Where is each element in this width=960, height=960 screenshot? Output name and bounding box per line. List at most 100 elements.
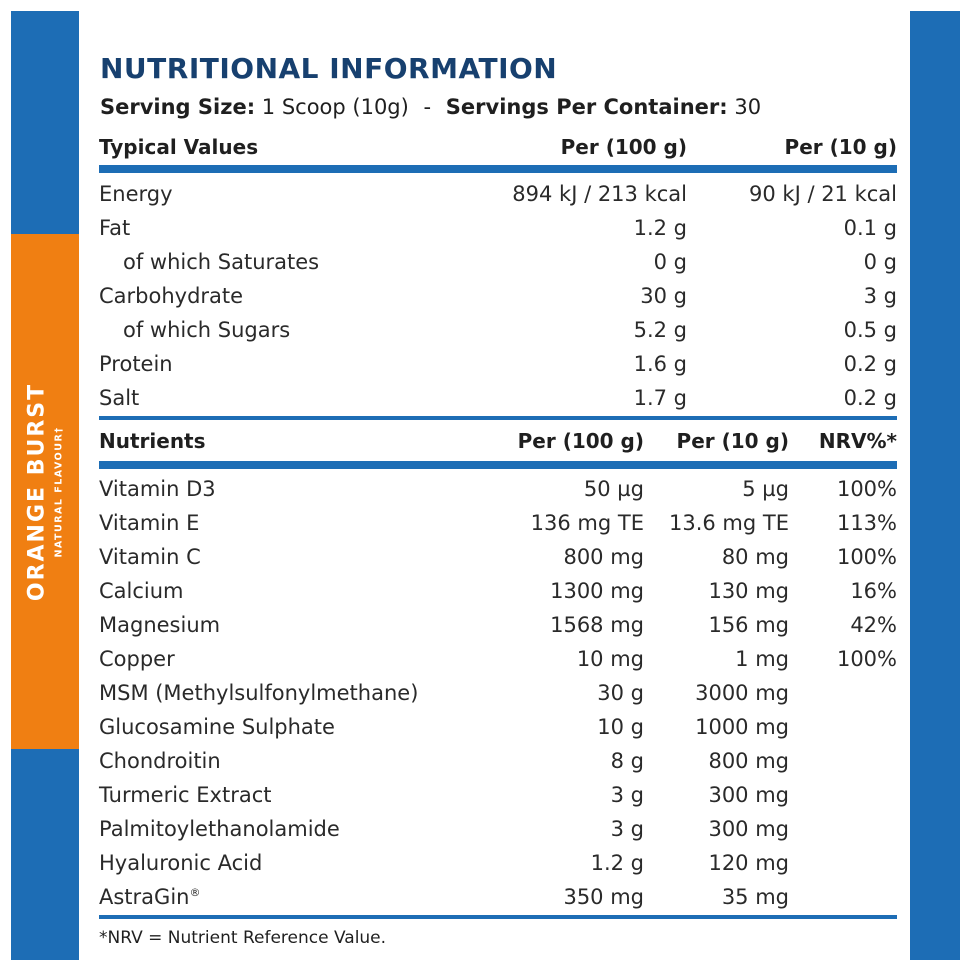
typical-row-per100: 1.6 g — [633, 352, 687, 376]
nutrients-header: Nutrients Per (100 g) Per (10 g) NRV%* — [99, 424, 897, 458]
typical-row-per100: 0 g — [653, 250, 687, 274]
typical-row-per100: 894 kJ / 213 kcal — [512, 182, 687, 206]
nutrient-row-name: MSM (Methylsulfonylmethane) — [99, 681, 419, 705]
nutrient-row: MSM (Methylsulfonylmethane) 30 g 3000 mg — [99, 676, 897, 710]
typical-header-per10: Per (10 g) — [784, 135, 897, 159]
flavour-name: ORANGE BURST — [24, 382, 50, 601]
nutrient-row: Hyaluronic Acid 1.2 g 120 mg — [99, 846, 897, 880]
nutrient-row-nrv: 100% — [836, 477, 897, 501]
typical-row-name: Salt — [99, 386, 140, 410]
servings-label: Servings Per Container: — [445, 95, 728, 119]
footnote: *NRV = Nutrient Reference Value. — [99, 928, 387, 948]
nutrient-row-per100: 1300 mg — [550, 579, 644, 603]
typical-header: Typical Values Per (100 g) Per (10 g) — [99, 130, 897, 164]
serving-separator: - — [423, 95, 432, 119]
nutrient-row-per10: 120 mg — [708, 851, 789, 875]
typical-row-name: Fat — [99, 216, 131, 240]
typical-row-per10: 0.2 g — [843, 352, 897, 376]
serving-size-value: 1 Scoop (10g) — [261, 95, 409, 119]
nutrient-row-per100: 1.2 g — [590, 851, 644, 875]
typical-bottom-rule — [99, 416, 897, 420]
nutrients-header-nrv: NRV%* — [818, 429, 897, 453]
typical-header-name: Typical Values — [99, 135, 259, 159]
nutrient-row-per100: 30 g — [597, 681, 644, 705]
nutrient-row-per10: 300 mg — [708, 817, 789, 841]
nutrient-row-per10: 13.6 mg TE — [669, 511, 789, 535]
typical-row-name: Carbohydrate — [99, 284, 244, 308]
nutrient-row: Vitamin D3 50 µg 5 µg 100% — [99, 472, 897, 506]
flavour-sub: NATURAL FLAVOUR† — [53, 425, 65, 558]
registered-mark: ® — [189, 886, 201, 899]
nutrient-row-nrv: 113% — [836, 511, 897, 535]
nutrient-row-per100: 50 µg — [583, 477, 644, 501]
nutrient-row-per100: 10 mg — [576, 647, 644, 671]
nutrient-row-nrv: 16% — [850, 579, 897, 603]
nutrient-row-per100: 10 g — [597, 715, 644, 739]
nutrient-row-nrv: 100% — [836, 545, 897, 569]
nutrient-row-per100: 800 mg — [563, 545, 644, 569]
typical-row-per10: 3 g — [863, 284, 897, 308]
nutrient-row-per100: 350 mg — [563, 885, 644, 909]
nutrient-row-name: Calcium — [99, 579, 184, 603]
nutrient-row: Vitamin E 136 mg TE 13.6 mg TE 113% — [99, 506, 897, 540]
nutrient-row-per100: 136 mg TE — [530, 511, 644, 535]
nutrient-row-per10: 300 mg — [708, 783, 789, 807]
nutrient-row: AstraGin® 350 mg 35 mg — [99, 880, 897, 914]
typical-row-per100: 30 g — [640, 284, 687, 308]
nutrient-row-per100: 3 g — [610, 817, 644, 841]
panel-title: NUTRITIONAL INFORMATION — [100, 52, 558, 85]
nutrient-row: Palmitoylethanolamide 3 g 300 mg — [99, 812, 897, 846]
nutrient-row-name: Turmeric Extract — [99, 783, 272, 807]
nutrients-header-name: Nutrients — [99, 429, 206, 453]
flavour-label: ORANGE BURST NATURAL FLAVOUR† — [24, 382, 65, 601]
nutrient-row-name: Glucosamine Sulphate — [99, 715, 335, 739]
nutrient-row-per10: 35 mg — [721, 885, 789, 909]
typical-row-per10: 0.1 g — [843, 216, 897, 240]
typical-row: Carbohydrate 30 g 3 g — [99, 279, 897, 313]
nutrient-row-per100: 3 g — [610, 783, 644, 807]
typical-row-per10: 0.2 g — [843, 386, 897, 410]
nutrient-row-per10: 3000 mg — [695, 681, 789, 705]
nutrient-row-nrv: 100% — [836, 647, 897, 671]
typical-row-name: Protein — [99, 352, 173, 376]
nutrient-row-name: Copper — [99, 647, 175, 671]
nutrient-row-per10: 1000 mg — [695, 715, 789, 739]
nutrient-row-name: AstraGin — [99, 885, 190, 909]
nutrient-row-name: Magnesium — [99, 613, 221, 637]
nutrients-header-per100: Per (100 g) — [517, 429, 644, 453]
nutrient-row-name: Palmitoylethanolamide — [99, 817, 340, 841]
nutrient-row-name-wrap: AstraGin® — [99, 880, 200, 914]
nutrient-row-name: Vitamin D3 — [99, 477, 216, 501]
flavour-tab: ORANGE BURST NATURAL FLAVOUR† — [11, 234, 79, 749]
nutrient-row-per10: 156 mg — [708, 613, 789, 637]
nutrient-row-nrv: 42% — [850, 613, 897, 637]
nutrient-row: Turmeric Extract 3 g 300 mg — [99, 778, 897, 812]
right-blue-band — [910, 11, 960, 960]
nutrient-row: Chondroitin 8 g 800 mg — [99, 744, 897, 778]
nutrient-row-per10: 5 µg — [742, 477, 789, 501]
nutrient-row: Magnesium 1568 mg 156 mg 42% — [99, 608, 897, 642]
typical-row-per100: 1.7 g — [633, 386, 687, 410]
serving-size-label: Serving Size: — [100, 95, 256, 119]
typical-header-rule — [99, 165, 897, 173]
nutrient-row-per10: 130 mg — [708, 579, 789, 603]
typical-row-per10: 0 g — [863, 250, 897, 274]
typical-row: of which Sugars 5.2 g 0.5 g — [99, 313, 897, 347]
typical-row-per100: 5.2 g — [633, 318, 687, 342]
typical-row-per10: 0.5 g — [843, 318, 897, 342]
nutrient-row-per10: 80 mg — [721, 545, 789, 569]
typical-row: Fat 1.2 g 0.1 g — [99, 211, 897, 245]
serving-info: Serving Size: 1 Scoop (10g) - Servings P… — [100, 93, 761, 121]
servings-value: 30 — [734, 95, 762, 119]
typical-row: Energy 894 kJ / 213 kcal 90 kJ / 21 kcal — [99, 177, 897, 211]
typical-row-name: of which Sugars — [123, 318, 291, 342]
typical-row: Salt 1.7 g 0.2 g — [99, 381, 897, 415]
typical-row: of which Saturates 0 g 0 g — [99, 245, 897, 279]
typical-row-name: of which Saturates — [123, 250, 320, 274]
nutrient-row-name: Vitamin E — [99, 511, 200, 535]
nutrient-row-name: Hyaluronic Acid — [99, 851, 263, 875]
typical-row: Protein 1.6 g 0.2 g — [99, 347, 897, 381]
typical-row-per10: 90 kJ / 21 kcal — [749, 182, 897, 206]
nutrients-header-rule — [99, 461, 897, 469]
typical-row-per100: 1.2 g — [633, 216, 687, 240]
